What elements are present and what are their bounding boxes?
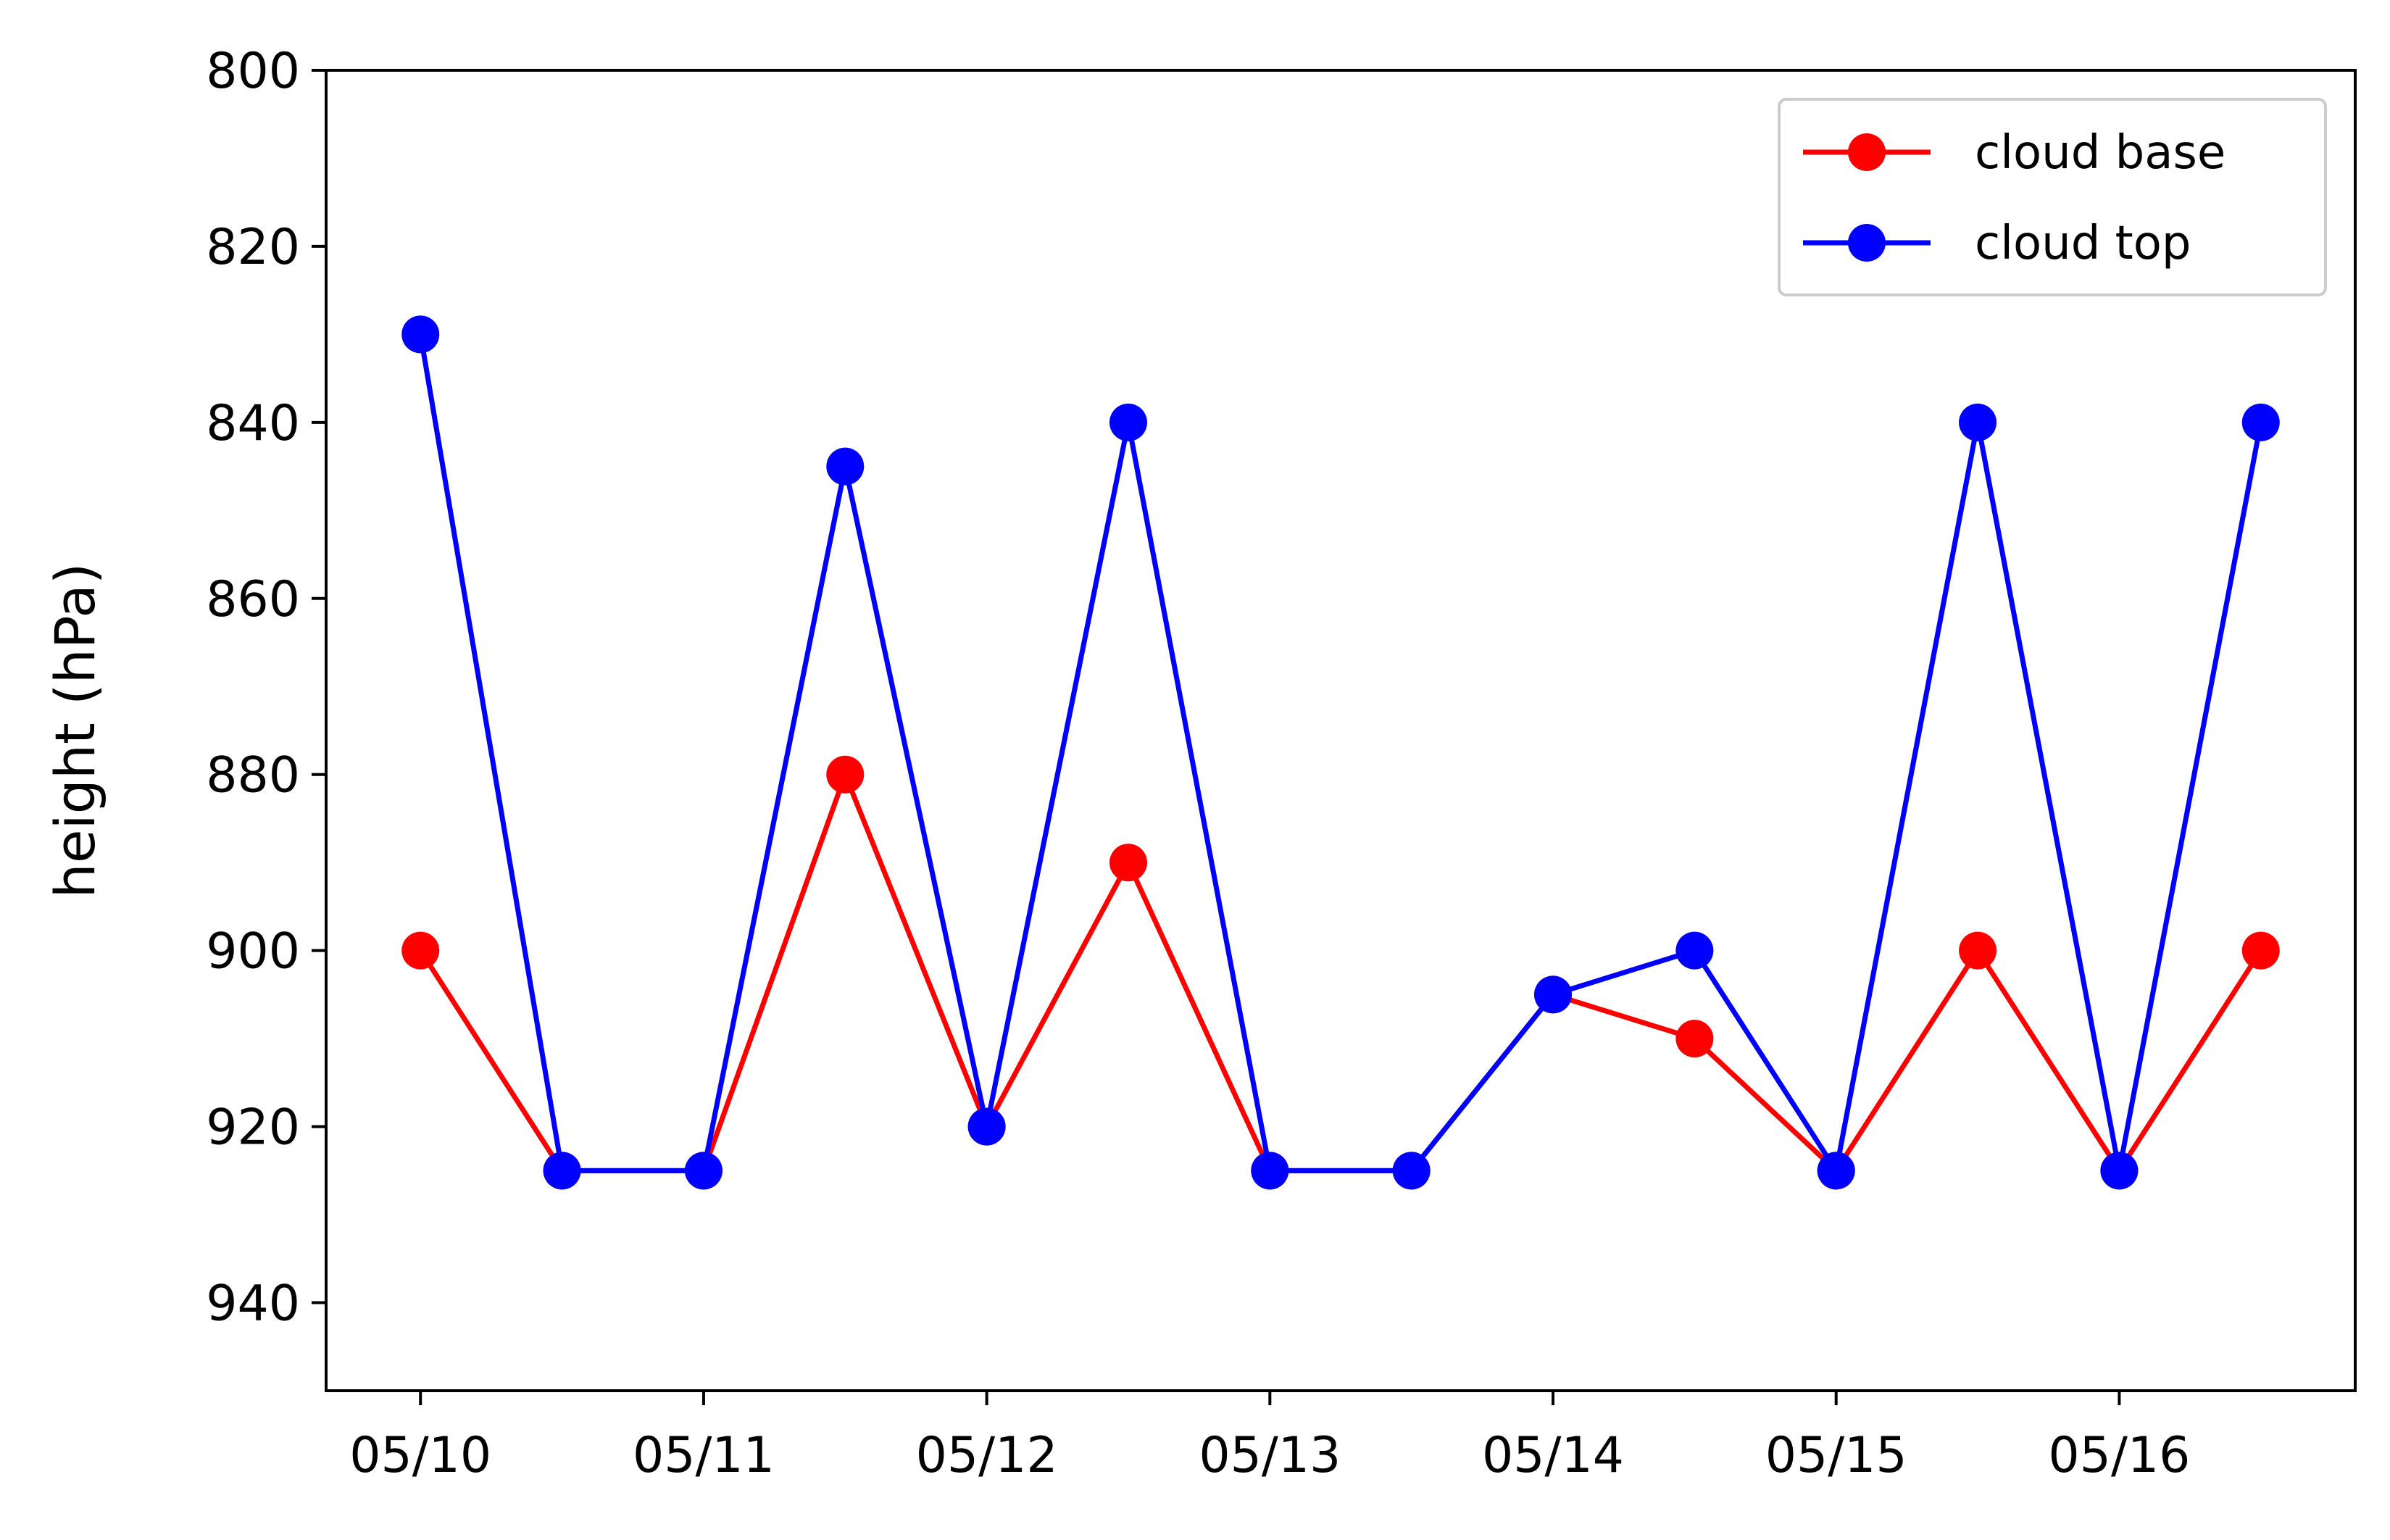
- y-tick-label: 840: [206, 395, 300, 452]
- x-tick-label: 05/10: [349, 1427, 491, 1484]
- x-tick-label: 05/14: [1482, 1427, 1624, 1484]
- series-layer: [401, 315, 2280, 1190]
- x-tick-label: 05/13: [1199, 1427, 1341, 1484]
- x-tick-label: 05/15: [1765, 1427, 1907, 1484]
- x-tick-label: 05/16: [2048, 1427, 2190, 1484]
- data-point: [1251, 1152, 1289, 1190]
- data-point: [2100, 1152, 2139, 1190]
- legend-label: cloud base: [1975, 126, 2225, 180]
- legend-item: cloud base: [1803, 126, 2225, 180]
- y-tick-label: 820: [206, 219, 300, 276]
- y-tick-label: 800: [206, 43, 300, 100]
- x-tick-label: 05/11: [633, 1427, 775, 1484]
- data-point: [1817, 1152, 1855, 1190]
- legend-item: cloud top: [1803, 217, 2191, 270]
- data-point: [401, 315, 440, 354]
- data-point: [1959, 403, 1997, 441]
- y-tick-label: 880: [206, 747, 300, 804]
- data-point: [401, 931, 440, 970]
- x-tick-label: 05/12: [916, 1427, 1058, 1484]
- y-axis-title: height (hPa): [43, 563, 107, 899]
- data-point: [2241, 931, 2280, 970]
- legend: cloud base cloud top: [1778, 98, 2327, 296]
- data-point: [826, 755, 865, 794]
- series-line: [417, 333, 2264, 1173]
- y-tick-label: 940: [206, 1275, 300, 1333]
- series-cloud-top: [401, 315, 2280, 1190]
- data-point: [1675, 1020, 1714, 1058]
- legend-label: cloud top: [1975, 217, 2191, 270]
- plot-frame: [325, 69, 2357, 1392]
- y-axis: 800 820 840 860 880 900 920 940: [206, 43, 326, 1333]
- data-point: [967, 1107, 1006, 1146]
- data-point: [1959, 931, 1997, 970]
- data-point: [543, 1152, 581, 1190]
- y-tick-label: 900: [206, 923, 300, 981]
- data-point: [684, 1152, 723, 1190]
- data-point: [2241, 403, 2280, 441]
- y-tick-label: 860: [206, 571, 300, 628]
- legend-box: [1778, 98, 2327, 296]
- legend-swatch-marker: [1848, 133, 1886, 171]
- data-point: [1109, 844, 1147, 882]
- legend-swatch-marker: [1848, 224, 1886, 262]
- data-point: [1675, 931, 1714, 970]
- x-axis: 05/10 05/11 05/12 05/13 05/14 05/15 05/16: [349, 1391, 2190, 1484]
- y-tick-label: 920: [206, 1099, 300, 1157]
- data-point: [1392, 1152, 1431, 1190]
- data-point: [1534, 975, 1573, 1014]
- data-point: [1109, 403, 1147, 441]
- data-point: [826, 447, 865, 486]
